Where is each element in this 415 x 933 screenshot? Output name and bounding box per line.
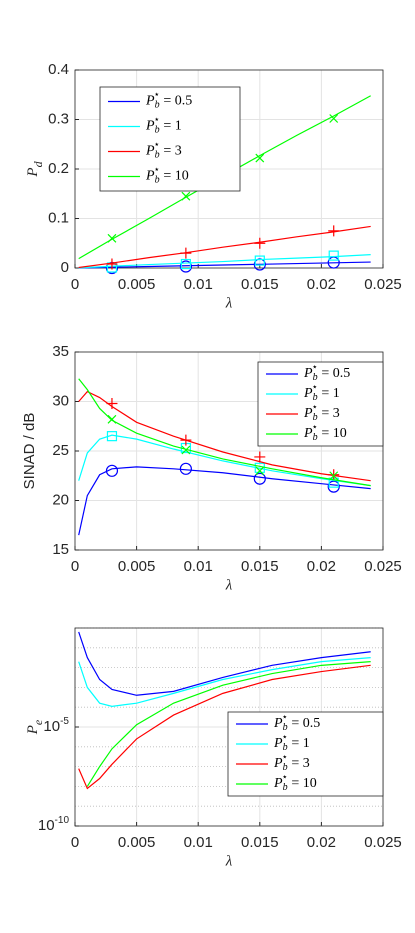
legend-label: Pb⋆ = 1 (303, 382, 340, 403)
x-tick-label: 0.02 (307, 276, 336, 293)
y-tick-label: 15 (52, 541, 69, 558)
marker (329, 114, 339, 123)
legend-box (99, 86, 241, 192)
marker (328, 469, 340, 481)
marker (255, 466, 265, 476)
legend-box (257, 361, 384, 447)
series-line (78, 664, 371, 790)
series-line (78, 657, 371, 707)
marker (107, 233, 117, 243)
series-line (78, 631, 371, 696)
x-tick-label: 0.015 (241, 834, 279, 851)
marker (179, 462, 192, 475)
series-line (78, 261, 371, 269)
legend-label: Pb⋆ = 0.5 (273, 712, 320, 733)
legend-label: Pb⋆ = 3 (303, 402, 340, 423)
x-tick-label: 0.015 (241, 558, 279, 575)
series-line (78, 378, 371, 487)
x-tick-label: 0.025 (364, 834, 402, 851)
series-line (86, 661, 371, 787)
y-tick-label: 20 (52, 491, 69, 508)
y-tick-label: 10-5 (43, 716, 69, 735)
y-axis-label: Pd (25, 160, 44, 177)
x-tick-label: 0.025 (364, 276, 402, 293)
y-tick-label: 30 (52, 392, 69, 409)
y-tick-label: 35 (52, 343, 69, 360)
x-tick-label: 0.01 (184, 558, 213, 575)
legend-label: Pb⋆ = 10 (303, 422, 347, 443)
y-tick-label: 0.3 (48, 110, 69, 127)
axes-box (74, 351, 384, 551)
marker (106, 258, 118, 270)
marker (327, 480, 340, 493)
marker (328, 225, 340, 237)
legend-label: Pb⋆ = 10 (145, 165, 189, 186)
y-tick-label: 0 (61, 259, 69, 276)
y-tick-label: 10-10 (38, 815, 70, 834)
series-line (78, 390, 371, 482)
series-line (78, 225, 371, 269)
marker (329, 471, 339, 481)
marker (180, 247, 192, 259)
x-tick-label: 0.01 (184, 276, 213, 293)
marker (254, 237, 266, 249)
y-tick-label: 25 (52, 442, 69, 459)
legend-label: Pb⋆ = 3 (145, 140, 182, 161)
x-tick-label: 0.005 (118, 558, 156, 575)
y-tick-label: 0.2 (48, 160, 69, 177)
series-line (78, 254, 371, 269)
marker (179, 260, 192, 273)
marker (105, 464, 119, 477)
x-tick-label: 0 (71, 834, 79, 851)
x-axis-label: λ (225, 295, 233, 311)
marker (255, 153, 265, 163)
x-tick-label: 0.01 (184, 834, 213, 851)
marker (180, 258, 191, 270)
series-line (78, 434, 371, 487)
axes-box (74, 69, 384, 269)
y-axis-label: SINAD / dB (21, 413, 38, 490)
x-axis-label: λ (225, 853, 233, 869)
x-tick-label: 0.015 (241, 276, 279, 293)
legend-label: Pb⋆ = 0.5 (145, 90, 192, 111)
legend-label: Pb⋆ = 1 (273, 732, 310, 753)
x-tick-label: 0 (71, 276, 79, 293)
x-tick-label: 0.005 (118, 834, 156, 851)
marker (181, 445, 191, 455)
x-axis-label: λ (225, 577, 233, 593)
legend-box (227, 711, 384, 797)
x-tick-label: 0.02 (307, 558, 336, 575)
marker (107, 414, 117, 424)
y-tick-label: 0.1 (48, 209, 69, 226)
marker (106, 397, 118, 409)
marker (254, 451, 266, 463)
x-tick-label: 0.025 (364, 558, 402, 575)
legend-label: Pb⋆ = 0.5 (303, 362, 350, 383)
legend-label: Pb⋆ = 3 (273, 752, 310, 773)
marker (181, 191, 191, 201)
marker (254, 255, 265, 266)
legend-label: Pb⋆ = 1 (145, 115, 182, 136)
marker (106, 431, 118, 442)
x-tick-label: 0.005 (118, 276, 156, 293)
legend-label: Pb⋆ = 10 (273, 772, 317, 793)
marker (328, 250, 339, 261)
series-line (78, 466, 371, 536)
x-tick-label: 0.02 (307, 834, 336, 851)
x-tick-label: 0 (71, 558, 79, 575)
marker (253, 472, 266, 485)
y-tick-label: 0.4 (48, 61, 69, 78)
y-axis-label: Pe (25, 719, 44, 735)
marker (180, 434, 192, 446)
